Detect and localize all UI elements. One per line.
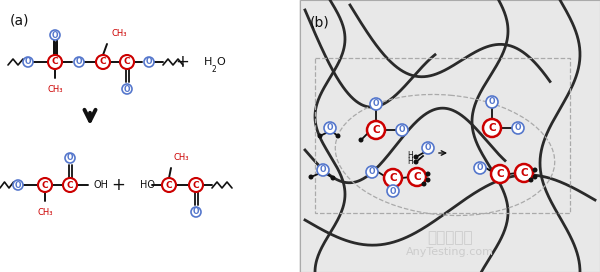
Circle shape (413, 154, 419, 159)
Text: O: O (425, 144, 431, 153)
Circle shape (483, 119, 501, 137)
Circle shape (144, 57, 154, 67)
Text: O: O (373, 100, 379, 109)
Text: H: H (407, 157, 413, 166)
Text: +: + (111, 176, 125, 194)
Text: O: O (477, 163, 483, 172)
Circle shape (335, 134, 341, 138)
Text: C: C (52, 57, 58, 66)
Circle shape (317, 164, 329, 176)
Bar (315, 58, 570, 213)
Text: H: H (204, 57, 212, 67)
Circle shape (396, 124, 408, 136)
Circle shape (63, 178, 77, 192)
Text: OH: OH (94, 180, 109, 190)
Circle shape (533, 168, 538, 172)
Text: C: C (520, 168, 528, 178)
Circle shape (122, 84, 132, 94)
Text: O: O (216, 57, 225, 67)
Circle shape (486, 96, 498, 108)
Text: (a): (a) (10, 14, 29, 28)
Text: O: O (25, 57, 31, 66)
Text: CH₃: CH₃ (174, 153, 190, 162)
Circle shape (370, 98, 382, 110)
Text: O: O (193, 208, 199, 217)
Text: O: O (515, 123, 521, 132)
Text: AnyTesting.com: AnyTesting.com (406, 247, 494, 257)
Circle shape (512, 122, 524, 134)
Circle shape (384, 169, 402, 187)
Text: CH₃: CH₃ (37, 208, 53, 217)
Circle shape (191, 207, 201, 217)
Circle shape (65, 153, 75, 163)
Text: O: O (15, 181, 21, 190)
Bar (300, 0, 600, 272)
Circle shape (359, 138, 364, 143)
Text: C: C (41, 181, 49, 190)
Circle shape (408, 168, 426, 186)
Text: CH₃: CH₃ (112, 29, 128, 38)
Text: O: O (146, 57, 152, 66)
Text: HO: HO (140, 180, 155, 190)
Circle shape (413, 159, 419, 165)
Text: C: C (166, 181, 172, 190)
Circle shape (162, 178, 176, 192)
Circle shape (23, 57, 33, 67)
Circle shape (189, 178, 203, 192)
Circle shape (50, 30, 60, 40)
Text: H: H (407, 150, 413, 159)
Text: C: C (496, 169, 504, 179)
Circle shape (317, 134, 323, 138)
Circle shape (13, 180, 23, 190)
Circle shape (48, 55, 62, 69)
Text: O: O (124, 85, 130, 94)
Text: 嘉峡检测网: 嘉峡检测网 (427, 230, 473, 246)
Circle shape (38, 178, 52, 192)
Circle shape (421, 181, 427, 187)
Text: CH₃: CH₃ (47, 85, 63, 94)
Text: O: O (76, 57, 82, 66)
Text: C: C (193, 181, 199, 190)
Circle shape (324, 122, 336, 134)
Text: C: C (67, 181, 73, 190)
Circle shape (425, 172, 431, 177)
Text: (b): (b) (310, 15, 330, 29)
Text: O: O (489, 97, 495, 107)
Circle shape (331, 175, 335, 181)
Text: O: O (327, 123, 333, 132)
Text: C: C (389, 173, 397, 183)
Text: C: C (124, 57, 130, 66)
Circle shape (96, 55, 110, 69)
Circle shape (515, 164, 533, 182)
Text: C: C (488, 123, 496, 133)
Circle shape (422, 142, 434, 154)
Text: O: O (67, 153, 73, 162)
Text: C: C (372, 125, 380, 135)
Circle shape (491, 165, 509, 183)
Circle shape (366, 166, 378, 178)
Text: O: O (399, 125, 405, 134)
Text: C: C (413, 172, 421, 182)
Circle shape (74, 57, 84, 67)
Circle shape (308, 175, 314, 180)
Circle shape (425, 178, 431, 183)
Text: O: O (52, 30, 58, 39)
Circle shape (367, 121, 385, 139)
Text: O: O (369, 168, 375, 177)
Circle shape (474, 162, 486, 174)
Text: +: + (175, 53, 189, 71)
Circle shape (120, 55, 134, 69)
Text: 2: 2 (211, 65, 216, 74)
Text: O: O (390, 187, 396, 196)
Text: O: O (320, 165, 326, 175)
Text: C: C (100, 57, 106, 66)
Circle shape (533, 175, 538, 180)
Circle shape (529, 178, 533, 183)
Circle shape (387, 185, 399, 197)
